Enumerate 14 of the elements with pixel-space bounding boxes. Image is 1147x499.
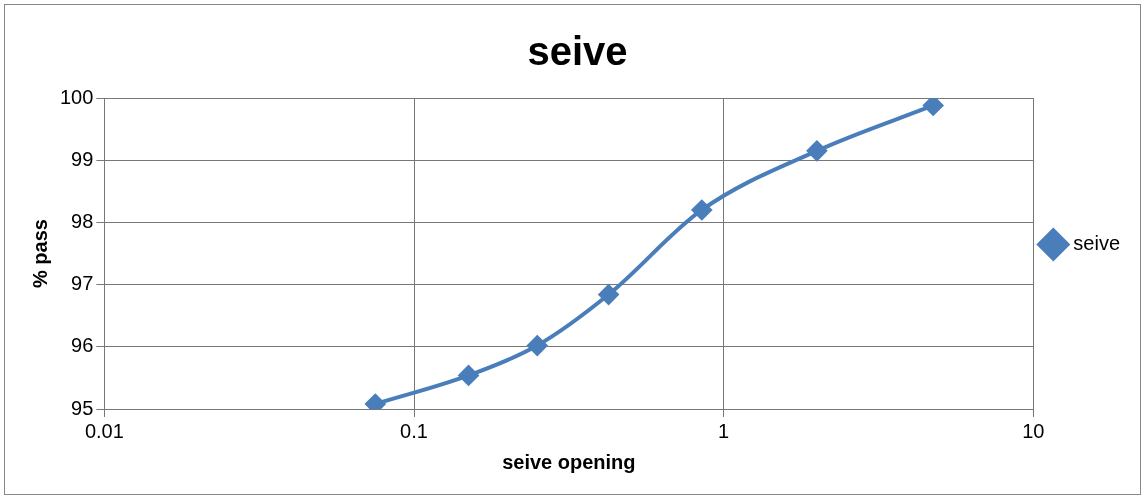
x-tick-label: 0.01 [84, 419, 124, 442]
y-tick-label: 99 [71, 147, 94, 170]
y-tick-label: 96 [71, 334, 94, 357]
x-tick-label: 1 [718, 419, 730, 442]
chart-title: seive [527, 29, 628, 74]
y-axis-title: % pass [28, 219, 51, 288]
y-tick-label: 97 [71, 272, 94, 295]
x-tick-label: 0.1 [400, 419, 428, 442]
x-axis-title: seive opening [502, 450, 636, 473]
legend-label: seive [1073, 232, 1121, 255]
y-tick-label: 95 [71, 396, 94, 419]
y-tick-label: 100 [59, 85, 94, 108]
y-tick-label: 98 [71, 209, 94, 232]
x-tick-label: 10 [1022, 419, 1045, 442]
